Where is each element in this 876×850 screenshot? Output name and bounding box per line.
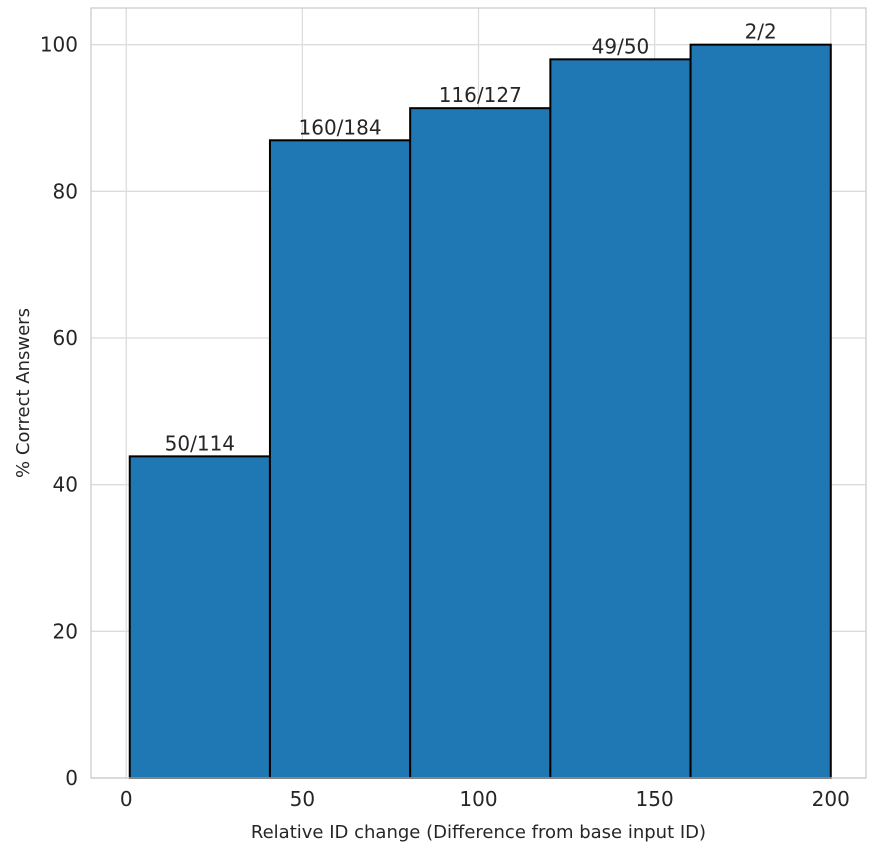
histogram-bar bbox=[689, 43, 832, 779]
x-tick-label: 0 bbox=[120, 787, 133, 811]
y-tick-label: 60 bbox=[53, 326, 78, 350]
plot-border bbox=[90, 7, 867, 779]
x-tick-label: 50 bbox=[290, 787, 315, 811]
y-tick-label: 20 bbox=[53, 619, 78, 643]
histogram-bar bbox=[409, 107, 552, 779]
histogram-bar bbox=[268, 139, 412, 779]
x-tick-label: 150 bbox=[636, 787, 674, 811]
histogram-bar bbox=[128, 455, 271, 779]
x-tick-label: 100 bbox=[459, 787, 497, 811]
bar-count-label: 160/184 bbox=[299, 115, 382, 139]
histogram-bar bbox=[549, 58, 692, 780]
x-axis-label: Relative ID change (Difference from base… bbox=[251, 822, 706, 843]
y-tick-label: 0 bbox=[65, 766, 78, 790]
bar-count-label: 2/2 bbox=[745, 20, 777, 44]
bar-count-label: 50/114 bbox=[165, 431, 235, 455]
x-tick-label: 200 bbox=[812, 787, 850, 811]
y-axis-label: % Correct Answers bbox=[13, 308, 34, 478]
y-tick-label: 100 bbox=[40, 33, 78, 57]
bar-count-label: 49/50 bbox=[592, 34, 650, 58]
y-tick-label: 40 bbox=[53, 473, 78, 497]
y-tick-label: 80 bbox=[53, 179, 78, 203]
bar-count-label: 116/127 bbox=[439, 83, 522, 107]
